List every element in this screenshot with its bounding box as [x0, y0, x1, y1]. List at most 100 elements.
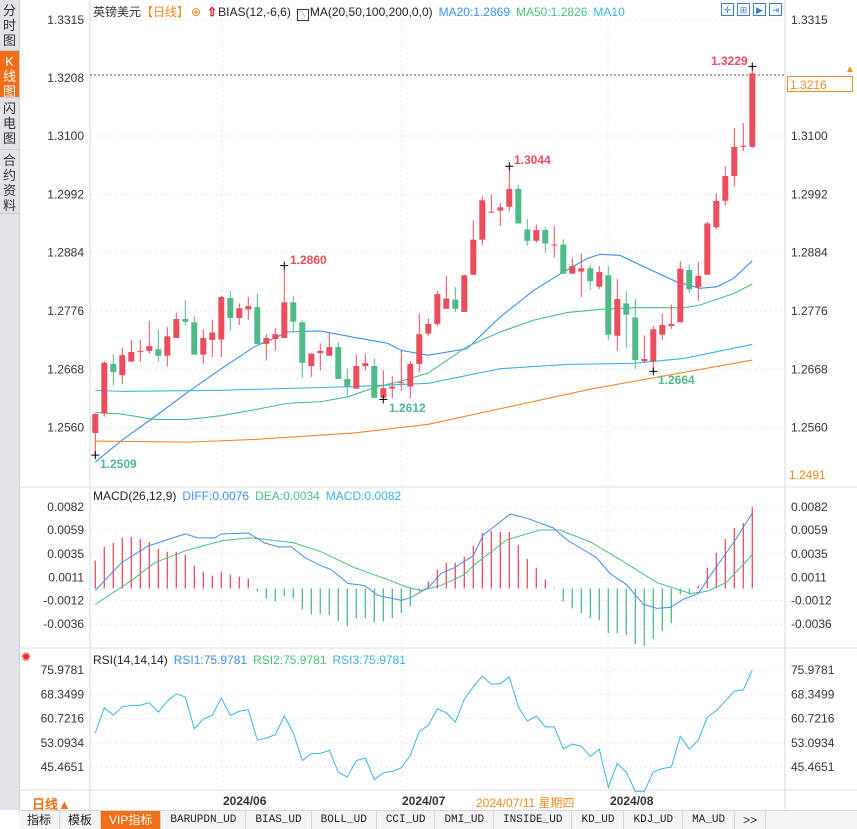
candle-body [380, 388, 387, 398]
candle [353, 355, 360, 389]
diff-line [94, 512, 753, 609]
candle-body [596, 272, 603, 287]
last-price-tag: 1.3216 [787, 76, 853, 92]
candle-body [263, 337, 270, 344]
macd-title[interactable]: MACD(26,12,9) [93, 489, 177, 503]
candle-body [461, 275, 468, 313]
candle [614, 279, 621, 351]
candle [299, 320, 306, 378]
symbol-name: 英镑美元 [93, 5, 142, 19]
bias-indicator[interactable]: BIAS(12,-6,6) [218, 5, 291, 19]
rsi1-value: RSI1:75.9781 [173, 653, 248, 667]
price-tick-left: 1.3315 [47, 13, 84, 27]
tab-contract-info[interactable]: 合 约 资 料 [0, 150, 19, 214]
rsi-tick-right: 60.7216 [791, 712, 835, 726]
candle-body [227, 297, 234, 318]
tab-kd[interactable]: KD_UD [572, 811, 625, 829]
candle-body [533, 229, 540, 241]
candle [524, 219, 531, 246]
candle [119, 347, 126, 385]
candle [479, 196, 486, 246]
low-label: 1.2612 [389, 401, 426, 415]
extreme-marker [280, 261, 289, 270]
tab-indicators[interactable]: 指标 [19, 811, 61, 829]
kline-chart[interactable]: 1.3315 1.3315 1.3208 1.3100 1.3100 1.2992 1.29… [0, 0, 857, 810]
candle [596, 266, 603, 289]
candle-body [605, 275, 612, 335]
candle [281, 265, 288, 338]
price-tick-left: 1.2992 [47, 187, 84, 201]
candle [344, 368, 351, 397]
candle-body [506, 188, 513, 207]
price-tick-right: 1.2992 [791, 187, 828, 201]
period-selector[interactable]: 日线▲ [32, 797, 71, 812]
ma100-value: MA10 [593, 5, 625, 19]
candle-body [434, 294, 441, 324]
macd-tick-right: 0.0035 [791, 547, 828, 561]
candle-body [515, 188, 522, 224]
crosshair-icon[interactable]: ✛ [721, 3, 734, 16]
candle [461, 274, 468, 313]
candle-body [389, 386, 396, 389]
add-indicator-icon[interactable]: ⊕ [191, 5, 202, 19]
candle-body [407, 363, 414, 387]
price-tick-right: 1.2560 [791, 421, 828, 435]
exit-icon[interactable]: ⇥ [769, 3, 782, 16]
play-icon[interactable]: ▶ [753, 3, 766, 16]
candle [434, 290, 441, 327]
candle-body [344, 378, 351, 387]
candle-body [497, 207, 504, 211]
candle [209, 319, 216, 357]
candle [488, 194, 495, 213]
tab-boll[interactable]: BOLL_UD [312, 811, 377, 829]
scroll-up-icon[interactable]: ▲ [845, 64, 855, 75]
candle [335, 342, 342, 379]
tab-bias[interactable]: BIAS_UD [246, 811, 312, 829]
tab-ma[interactable]: MA_UD [683, 811, 736, 829]
rsi-tick-left: 75.9781 [41, 663, 85, 677]
candle-body [110, 363, 117, 372]
tab-label: K 线 图 [2, 54, 16, 99]
candle-body [659, 324, 666, 335]
candle-body [317, 350, 324, 354]
arrow-up-icon: ⇧ [207, 5, 218, 19]
candle [659, 313, 666, 341]
candle-body [335, 347, 342, 379]
tabs-more-button[interactable]: >> [735, 811, 767, 829]
candle-body [254, 307, 261, 344]
candle-body [362, 363, 369, 367]
candle-body [425, 323, 432, 334]
tab-time-sharing[interactable]: 分 时 图 [0, 0, 19, 51]
tab-inside[interactable]: INSIDE_UD [494, 811, 573, 829]
bottom-price-marker: 1.2491 [789, 468, 826, 482]
macd-diff: DIFF:0.0076 [182, 489, 250, 503]
price-tick-right: 1.2884 [791, 246, 828, 260]
tab-barupdn[interactable]: BARUPDN_UD [161, 811, 247, 829]
price-tick-left: 1.3100 [47, 129, 84, 143]
candle [515, 184, 522, 224]
candle-body [668, 323, 675, 327]
ma-indicator[interactable]: MA(20,50,100,200,0,0) [309, 5, 433, 19]
chart-toolbar: ✛ ⊞ ▶ ⇥ [721, 3, 782, 16]
tab-templates[interactable]: 模板 [60, 811, 102, 829]
macd-tick-left: 0.0082 [47, 500, 84, 514]
tab-vip-indicators[interactable]: VIP指标 [101, 811, 162, 829]
axes: 1.3315 1.3315 1.3208 1.3100 1.3100 1.2992 1.29… [41, 13, 835, 774]
tab-kdj[interactable]: KDJ_UD [624, 811, 684, 829]
tab-flash-chart[interactable]: 闪 电 图 [0, 98, 19, 150]
candle-body [677, 268, 684, 323]
tab-dmi[interactable]: DMI_UD [435, 811, 495, 829]
tab-cci[interactable]: CCI_UD [377, 811, 436, 829]
rsi-title[interactable]: RSI(14,14,14) [93, 653, 168, 667]
candle-body [524, 229, 531, 241]
settings-sun-icon[interactable]: ✺ [21, 650, 32, 664]
candle-body [623, 303, 630, 315]
candle [443, 275, 450, 309]
candle-body [299, 322, 306, 363]
candle-body [182, 319, 189, 322]
candle [254, 294, 261, 344]
candle-body [209, 332, 216, 341]
zoom-in-icon[interactable]: ⊞ [737, 3, 750, 16]
candle [227, 290, 234, 331]
tab-kline[interactable]: K 线 图 [0, 51, 19, 99]
